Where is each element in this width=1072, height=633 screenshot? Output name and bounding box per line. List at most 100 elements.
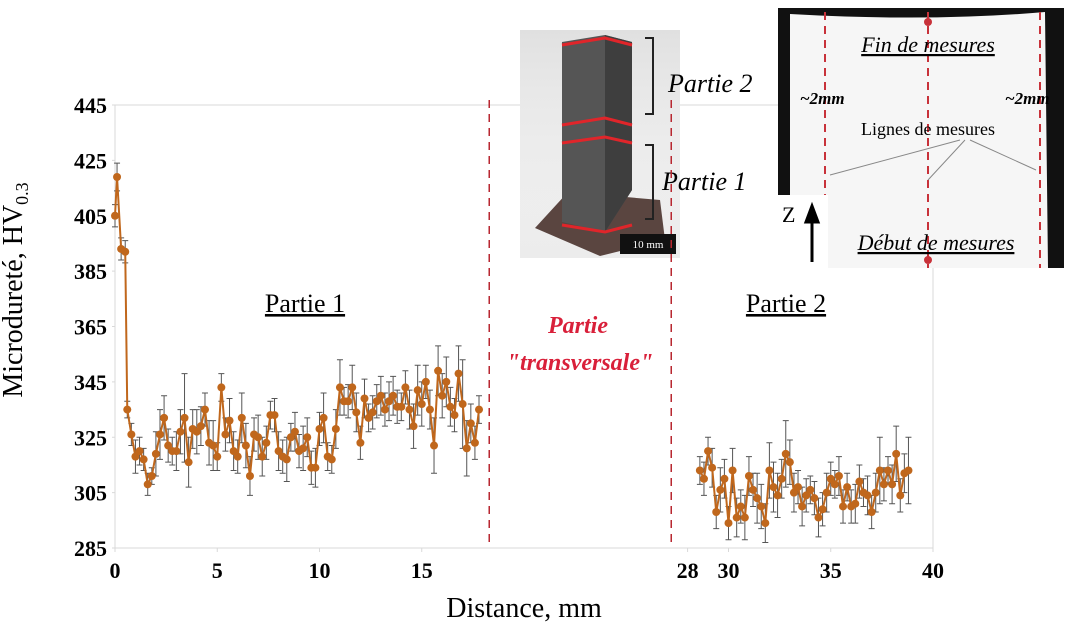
data-point (446, 402, 455, 411)
data-point (712, 508, 721, 517)
data-point (262, 438, 271, 447)
data-point (290, 427, 299, 436)
data-point (368, 408, 377, 417)
inset-label: Fin de mesures (860, 32, 995, 57)
data-point (430, 441, 439, 450)
data-point (245, 472, 254, 481)
data-point (728, 466, 737, 475)
data-point (417, 400, 426, 409)
data-point (213, 452, 222, 461)
data-point (814, 513, 823, 522)
data-point (221, 430, 230, 439)
data-point (209, 441, 218, 450)
data-point (315, 424, 324, 433)
inset-label: ~2mm (800, 89, 845, 108)
data-point (753, 494, 762, 503)
data-point (716, 485, 725, 494)
x-tick-label: 35 (820, 558, 842, 583)
data-point (409, 422, 418, 431)
annotation: Partie 2 (746, 289, 826, 318)
data-point (327, 455, 336, 464)
data-point (155, 430, 164, 439)
data-point (806, 485, 815, 494)
data-point (131, 452, 140, 461)
data-point (843, 483, 852, 492)
y-tick-label: 425 (74, 148, 107, 173)
data-point (376, 391, 385, 400)
annotation: Partie 1 (265, 289, 345, 318)
data-point (810, 494, 819, 503)
data-point (274, 447, 283, 456)
inset-label: Z (782, 202, 795, 227)
data-point (303, 433, 312, 442)
x-tick-label: 10 (309, 558, 331, 583)
y-tick-label: 325 (74, 425, 107, 450)
annotation: "transversale" (507, 350, 654, 376)
data-point (217, 383, 226, 392)
data-point (470, 438, 479, 447)
data-point (454, 369, 463, 378)
data-point (356, 438, 365, 447)
data-point (704, 447, 713, 456)
data-point (372, 397, 381, 406)
data-point (879, 480, 888, 489)
data-point (160, 413, 169, 422)
data-point (421, 377, 430, 386)
data-point (176, 427, 185, 436)
data-point (184, 458, 193, 467)
data-point (761, 519, 770, 528)
data-point (765, 466, 774, 475)
data-point (904, 466, 913, 475)
data-point (773, 491, 782, 500)
data-point (798, 502, 807, 511)
data-point (180, 413, 189, 422)
data-point (475, 405, 484, 414)
data-point (233, 452, 242, 461)
data-point (834, 472, 843, 481)
data-point (397, 402, 406, 411)
data-point (344, 397, 353, 406)
data-point (319, 413, 328, 422)
data-point (720, 474, 729, 483)
data-point (458, 400, 467, 409)
inset-label: Partie 1 (661, 167, 747, 196)
data-point (855, 477, 864, 486)
data-point (385, 397, 394, 406)
x-tick-label: 40 (922, 558, 944, 583)
data-point (127, 430, 136, 439)
inset-label: Début de mesures (857, 230, 1015, 255)
data-point (111, 211, 119, 220)
data-point (851, 499, 860, 508)
inset-photo: 10 mm Partie 2 Partie 1 (520, 30, 753, 258)
data-point (789, 488, 798, 497)
data-point (151, 449, 160, 458)
data-point (736, 502, 745, 511)
y-tick-label: 385 (74, 259, 107, 284)
inset-section: Fin de mesures ~2mm ~2mm Lignes de mesur… (778, 8, 1064, 268)
inset-label: Lignes de mesures (861, 119, 995, 139)
y-tick-label: 345 (74, 370, 107, 395)
data-point (352, 408, 361, 417)
data-point (389, 391, 398, 400)
y-label: Microdureté, HV0.3 (0, 182, 32, 397)
data-point (822, 488, 831, 497)
data-point (695, 466, 704, 475)
data-point (826, 474, 835, 483)
data-point (896, 491, 905, 500)
data-point (466, 419, 475, 428)
data-point (875, 466, 884, 475)
annotation: Partie (547, 313, 608, 339)
data-point (229, 447, 238, 456)
data-point (225, 416, 234, 425)
data-point (172, 447, 181, 456)
data-point (867, 508, 876, 517)
data-point (143, 480, 152, 489)
data-point (777, 474, 786, 483)
data-point (794, 483, 803, 492)
data-point (348, 383, 357, 392)
data-point (708, 463, 717, 472)
data-point (438, 391, 447, 400)
data-point (888, 480, 897, 489)
x-tick-label: 28 (677, 558, 699, 583)
